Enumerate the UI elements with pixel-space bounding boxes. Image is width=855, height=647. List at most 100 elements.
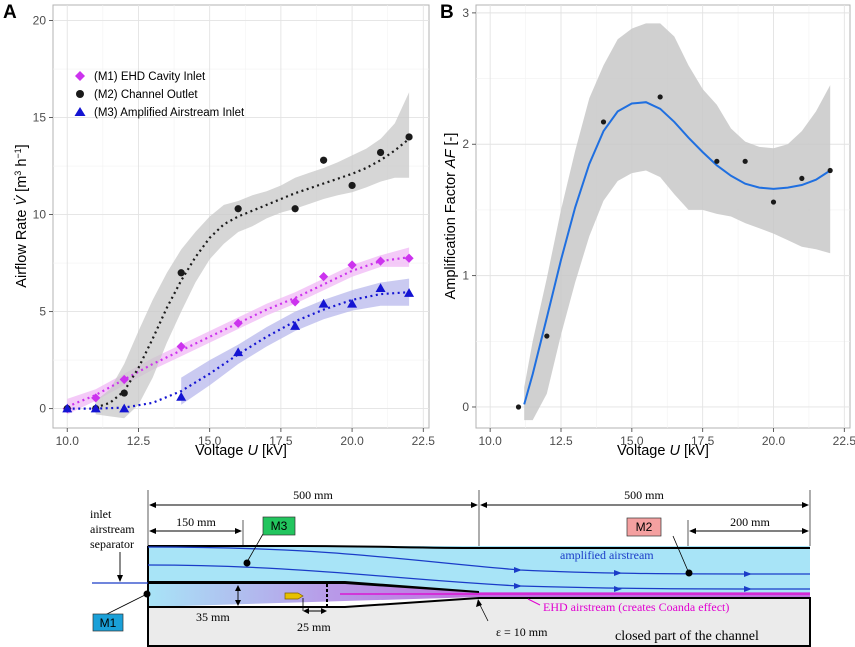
panel-a-x-axis-label: Voltage U [kV] — [195, 443, 287, 459]
panel-b-chart: B 10.0 12.5 15.0 17.5 20.0 22.5 0 1 2 3 Voltage … — [440, 2, 855, 459]
dim-35-arrow-bottom — [235, 600, 241, 606]
legend-m3-label: (M3) Amplified Airstream Inlet — [94, 107, 245, 119]
panel-a-x-ticks: 10.0 12.5 15.0 17.5 20.0 22.5 — [56, 428, 436, 448]
dim-25-label: 25 mm — [297, 620, 331, 634]
panel-a-y-axis-label: Airflow Rate V̇ [m3 h−1] — [13, 144, 30, 287]
panel-a-point-s1 — [177, 269, 185, 277]
panel-a-y-tick-label: 10 — [33, 208, 47, 222]
panel-a-point-s0 — [347, 260, 357, 270]
panel-b-confidence-band — [524, 23, 831, 421]
panel-b-point-s0 — [742, 158, 748, 164]
panel-b-point-s0 — [799, 175, 805, 182]
dim-200-label: 200 mm — [730, 515, 770, 529]
panel-a-point-s0 — [319, 272, 329, 282]
panel-b-point-s0 — [515, 404, 522, 410]
amplified-airstream-label: amplified airstream — [560, 548, 654, 562]
panel-a-point-s0 — [91, 393, 101, 403]
dim-150-label: 150 mm — [176, 515, 216, 529]
panel-a-band-1 — [95, 92, 410, 419]
m2-label: M2 — [636, 520, 653, 534]
panel-b-x-tick-label: 12.5 — [549, 434, 573, 448]
panel-a-y-tick-label: 15 — [33, 111, 47, 125]
panel-a-y-tick-label: 5 — [39, 305, 46, 319]
panel-a-point-s0 — [176, 341, 186, 352]
panel-a-y-tick-label: 0 — [39, 402, 46, 416]
panel-a-point-s0 — [119, 374, 129, 385]
m3-label: M3 — [271, 519, 288, 533]
panel-b-y-ticks: 0 1 2 3 — [462, 6, 476, 414]
dim-35-label: 35 mm — [196, 610, 230, 624]
panel-a-band-0 — [67, 247, 410, 415]
legend-m1-label: (M1) EHD Cavity Inlet — [94, 71, 206, 83]
inlet-pointer-arrowhead — [117, 575, 123, 582]
channel-top-wall — [148, 545, 810, 549]
panel-a-point-s2 — [375, 283, 386, 293]
panel-a-points — [62, 133, 415, 414]
m3-pointer — [246, 533, 264, 563]
m2-box — [626, 517, 662, 537]
panel-b-point-s0 — [827, 167, 833, 174]
ehd-jet-layer — [479, 592, 810, 598]
panel-a-y-ticks: 0 5 10 15 20 — [33, 14, 53, 416]
dim-500-left-label: 500 mm — [293, 488, 333, 502]
panel-b-grid — [476, 5, 850, 428]
m1-pointer — [104, 594, 146, 616]
panel-b-x-ticks: 10.0 12.5 15.0 17.5 20.0 22.5 — [478, 428, 855, 448]
panel-a-point-s0 — [290, 297, 300, 307]
panel-b-letter: B — [440, 2, 454, 23]
inlet-label-line3: separator — [90, 537, 134, 551]
panel-b-point-s0 — [657, 94, 663, 100]
ehd-airstream-label: EHD airstream (creates Coanda effect) — [543, 600, 729, 614]
dimension-500-right: 500 mm — [480, 488, 809, 508]
m2-pointer — [672, 535, 689, 572]
panel-b-y-tick-label: 1 — [462, 269, 469, 283]
panel-a-point-s2 — [290, 321, 301, 330]
panel-a-point-s1 — [348, 181, 356, 190]
dim-25-arrow-right — [321, 608, 327, 614]
legend-m2-label: (M2) Channel Outlet — [94, 89, 198, 101]
dim-25-arrow-left — [303, 608, 309, 614]
closed-part-label: closed part of the channel — [615, 629, 759, 644]
m1-label: M1 — [100, 616, 117, 630]
panel-b-x-tick-label: 10.0 — [478, 434, 502, 448]
panel-a-point-s2 — [62, 403, 73, 413]
channel-diagram: 500 mm 500 mm 150 mm 200 mm inlet airstr… — [90, 488, 811, 647]
panel-a-point-s1 — [120, 389, 128, 397]
panel-b-x-axis-label: Voltage U [kV] — [617, 443, 709, 459]
m3-point — [243, 559, 251, 567]
ehd-pointer — [527, 598, 541, 606]
panel-a-point-s0 — [233, 318, 243, 328]
epsilon-pointer — [478, 602, 489, 622]
dim-35-arrow-top — [235, 585, 241, 591]
dimension-150: 150 mm — [149, 515, 242, 534]
epsilon-arrowhead — [476, 599, 482, 607]
legend-m1-marker — [75, 71, 85, 81]
inlet-label-line2: airstream — [90, 522, 135, 536]
m1-point — [143, 590, 151, 598]
panel-a-point-s2 — [90, 403, 101, 413]
panel-b-y-axis-label: Amplification Factor AF [-] — [443, 133, 459, 300]
panel-b-y-tick-label: 0 — [462, 400, 469, 414]
panel-a-point-s1 — [405, 133, 413, 141]
panel-b-band-0 — [524, 23, 831, 421]
panel-a-x-tick-label: 10.0 — [56, 434, 80, 448]
panel-a-point-s1 — [234, 205, 242, 213]
dim-500-right-label: 500 mm — [624, 488, 664, 502]
panel-a-point-s2 — [176, 391, 187, 401]
panel-b-x-tick-label: 20.0 — [762, 434, 786, 448]
m1-box — [92, 613, 124, 632]
epsilon-label: ε = 10 mm — [496, 625, 548, 639]
panel-b-x-tick-label: 22.5 — [833, 434, 855, 448]
panel-b-points — [515, 94, 833, 410]
panel-a-band-2 — [181, 278, 410, 405]
panel-a-x-tick-label: 12.5 — [127, 434, 151, 448]
panel-a-point-s1 — [320, 156, 328, 164]
electrode-icon — [284, 592, 304, 600]
panel-a-x-tick-label: 22.5 — [412, 434, 436, 448]
panel-a-x-tick-label: 17.5 — [269, 434, 293, 448]
panel-b-x-tick-label: 15.0 — [620, 434, 644, 448]
panel-a-chart: A 10.0 12.5 15.0 17.5 20.0 22.5 0 5 10 15 20 (M1)… — [3, 2, 435, 459]
panel-b-point-s0 — [714, 158, 720, 164]
panel-a-y-tick-label: 20 — [33, 14, 47, 28]
